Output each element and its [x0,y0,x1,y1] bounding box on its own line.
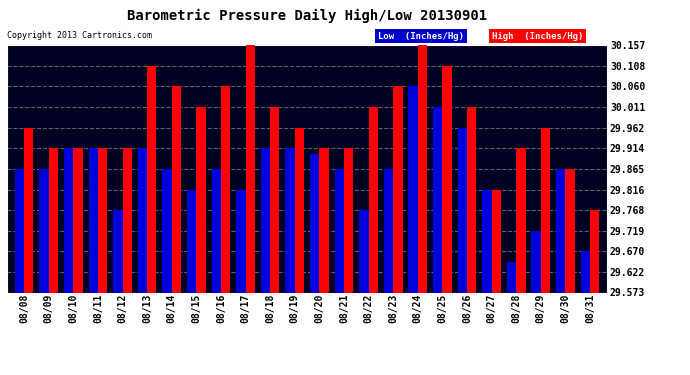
Bar [507,261,516,292]
Bar [123,148,132,292]
Bar [14,169,24,292]
Bar [482,189,491,292]
Bar [531,231,541,292]
Bar [565,169,575,292]
Bar [197,107,206,292]
Bar [359,210,368,292]
Bar [417,45,427,292]
Bar [98,148,107,292]
Bar [187,189,197,292]
Text: High  (Inches/Hg): High (Inches/Hg) [492,32,583,40]
Bar [88,148,98,292]
Bar [64,148,73,292]
Bar [261,148,270,292]
Bar [319,148,328,292]
Bar [147,66,157,292]
Bar [39,169,49,292]
Bar [295,128,304,292]
Bar [368,107,378,292]
Bar [162,169,172,292]
Bar [270,107,279,292]
Bar [516,148,526,292]
Bar [344,148,353,292]
Bar [73,148,83,292]
Bar [442,66,452,292]
Bar [556,169,565,292]
Bar [310,154,319,292]
Bar [24,128,34,292]
Bar [113,210,123,292]
Bar [384,169,393,292]
Bar [491,189,501,292]
Bar [433,107,442,292]
Bar [138,148,147,292]
Text: Low  (Inches/Hg): Low (Inches/Hg) [378,32,464,40]
Bar [221,86,230,292]
Text: Copyright 2013 Cartronics.com: Copyright 2013 Cartronics.com [7,31,152,40]
Bar [286,148,295,292]
Bar [236,189,246,292]
Bar [49,148,58,292]
Bar [172,86,181,292]
Bar [393,86,402,292]
Bar [408,86,417,292]
Bar [541,128,550,292]
Bar [467,107,476,292]
Bar [335,169,344,292]
Bar [246,45,255,292]
Bar [590,210,600,292]
Bar [212,169,221,292]
Bar [457,128,467,292]
Bar [580,251,590,292]
Title: Barometric Pressure Daily High/Low 20130901: Barometric Pressure Daily High/Low 20130… [127,9,487,22]
